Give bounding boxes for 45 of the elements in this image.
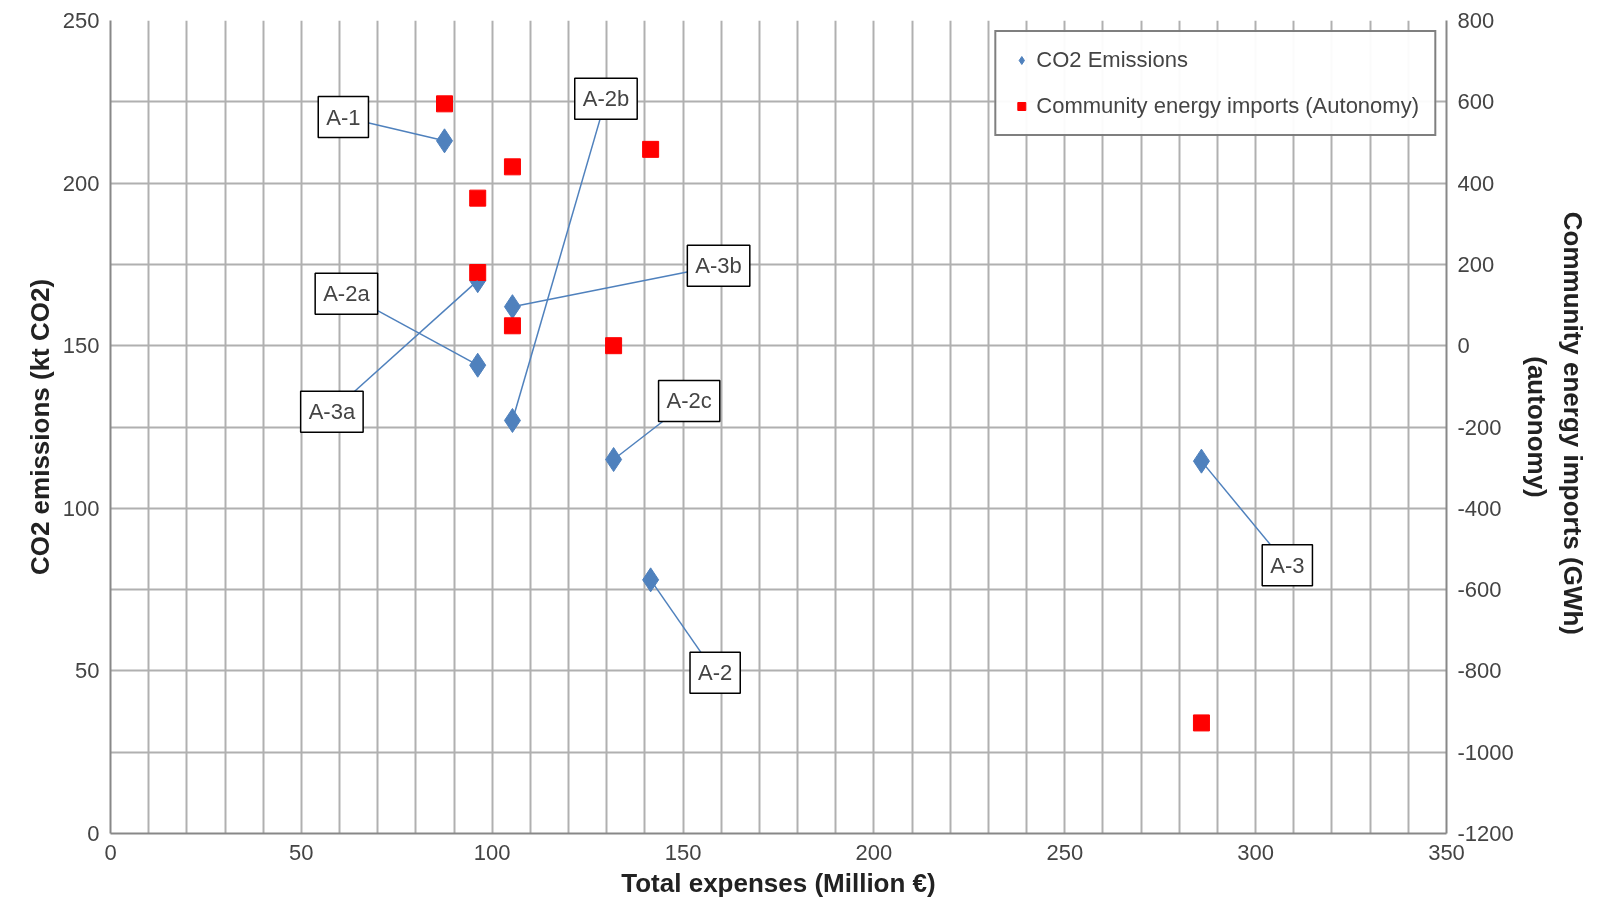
y-axis-title: CO2 emissions (kt CO2) xyxy=(24,278,55,576)
annotation: A-3b xyxy=(695,253,742,279)
y-tick-label: 150 xyxy=(62,333,100,359)
annotation: A-2b xyxy=(582,86,630,112)
annotation: A-2 xyxy=(698,660,733,686)
annotation: A-1 xyxy=(326,104,361,130)
y2-tick-label: 200 xyxy=(1457,251,1495,277)
x-tick-label: 300 xyxy=(1237,839,1275,865)
annotation: A-3a xyxy=(308,399,356,425)
y-tick-label: 200 xyxy=(62,170,100,196)
y2-tick-label: -1000 xyxy=(1457,739,1514,765)
point xyxy=(605,337,623,355)
point xyxy=(642,140,660,158)
point xyxy=(436,95,453,113)
point xyxy=(469,264,487,282)
y-tick-label: 0 xyxy=(87,821,100,846)
y2-tick-label: 0 xyxy=(1457,333,1470,359)
annotation: A-2a xyxy=(323,281,371,307)
y2-tick-label: -200 xyxy=(1457,414,1502,440)
y2-tick-label: -600 xyxy=(1457,577,1502,603)
x-tick-label: 250 xyxy=(1046,839,1084,865)
point xyxy=(469,189,487,207)
point xyxy=(503,408,521,433)
annotation: A-3 xyxy=(1270,552,1305,578)
y-tick-label: 250 xyxy=(62,8,100,33)
x-tick-label: 150 xyxy=(664,839,702,865)
y2-tick-label: -800 xyxy=(1457,658,1502,684)
y2-tick-label: 600 xyxy=(1457,89,1495,115)
legend-label: Community energy imports (Autonomy) xyxy=(1036,93,1419,119)
x-tick-label: 50 xyxy=(289,839,314,865)
point xyxy=(503,317,521,335)
point xyxy=(1192,714,1210,732)
x-tick-label: 200 xyxy=(855,839,893,865)
y2-tick-label: 400 xyxy=(1457,170,1495,196)
x-tick-label: 100 xyxy=(473,839,511,865)
x-tick-label: 0 xyxy=(104,839,117,865)
y-tick-label: 50 xyxy=(75,658,100,684)
annotation: A-2c xyxy=(666,388,712,414)
legend-label: CO2 Emissions xyxy=(1036,47,1188,73)
x-axis-title: Total expenses (Million €) xyxy=(621,867,936,898)
y2-tick-label: 800 xyxy=(1457,8,1495,33)
y2-tick-label: -400 xyxy=(1457,495,1502,521)
y2-axis-title: Community energy imports (GWh) (autonomy) xyxy=(1521,211,1588,636)
point xyxy=(503,158,521,176)
y-tick-label: 100 xyxy=(62,495,100,521)
